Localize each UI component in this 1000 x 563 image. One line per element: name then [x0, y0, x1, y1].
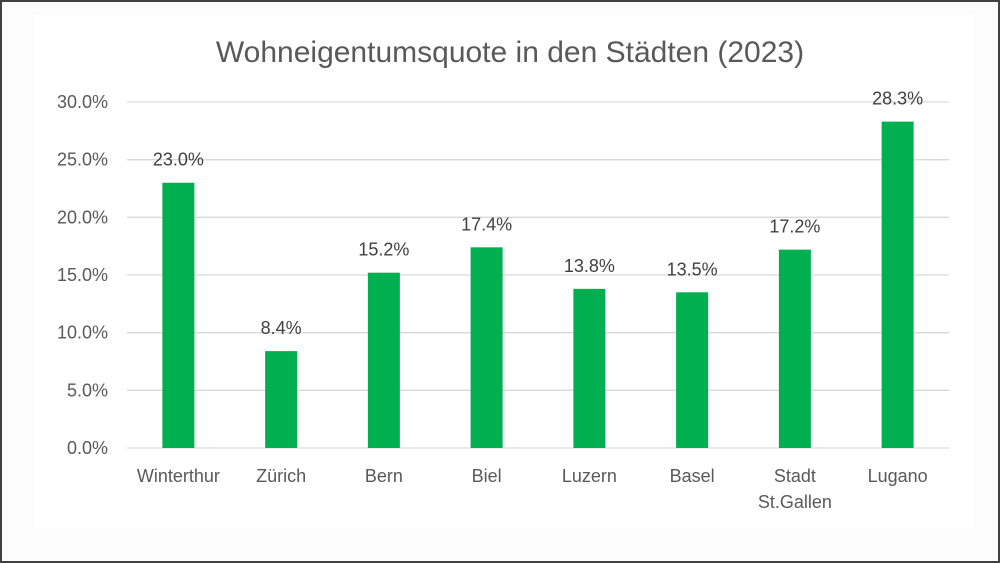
category-label-line: Basel [670, 466, 715, 486]
category-label: Bern [365, 466, 403, 486]
bars [162, 121, 914, 449]
data-labels: 23.0% 8.4% 15.2% 17.4% 13.8% 13.5% 17.2% 28.3% [153, 89, 923, 339]
category-label: Lugano [868, 466, 928, 486]
bar [573, 288, 606, 448]
category-label-line: Luzern [562, 466, 617, 486]
category-label-line: Winterthur [137, 466, 220, 486]
category-label-line: Stadt [774, 466, 816, 486]
y-tick-label: 0.0% [67, 438, 108, 458]
data-label: 17.2% [769, 217, 820, 237]
category-label-line: Biel [472, 466, 502, 486]
x-axis-categories: Winterthur Zürich Bern Biel Luzern Basel Stadt… [137, 466, 928, 512]
category-label: Biel [472, 466, 502, 486]
data-label: 23.0% [153, 150, 204, 170]
category-label: Zürich [256, 466, 306, 486]
y-tick-label: 30.0% [57, 92, 108, 112]
bar [470, 247, 503, 448]
y-tick-label: 25.0% [57, 150, 108, 170]
bar [881, 121, 914, 449]
category-label-line: Bern [365, 466, 403, 486]
data-label: 15.2% [358, 240, 409, 260]
data-label: 17.4% [461, 214, 512, 234]
y-axis-ticks: 0.0% 5.0% 10.0% 15.0% 20.0% 25.0% 30.0% [57, 92, 108, 458]
data-label: 13.8% [564, 256, 615, 276]
y-tick-label: 5.0% [67, 380, 108, 400]
bar [367, 272, 400, 448]
category-label: Stadt St.Gallen [758, 466, 832, 512]
y-tick-label: 15.0% [57, 265, 108, 285]
bar [778, 249, 811, 448]
data-label: 13.5% [667, 259, 718, 279]
category-label: Winterthur [137, 466, 220, 486]
bar [162, 182, 195, 448]
data-label: 8.4% [261, 318, 302, 338]
category-label-line: St.Gallen [758, 492, 832, 512]
data-label: 28.3% [872, 89, 923, 109]
category-label-line: Lugano [868, 466, 928, 486]
bar [676, 292, 709, 448]
y-tick-label: 10.0% [57, 323, 108, 343]
chart-title: Wohneigentumsquote in den Städten (2023) [216, 36, 804, 69]
gridlines [127, 101, 949, 449]
category-label: Luzern [562, 466, 617, 486]
category-label: Basel [670, 466, 715, 486]
category-label-line: Zürich [256, 466, 306, 486]
y-tick-label: 20.0% [57, 207, 108, 227]
bar [265, 351, 298, 448]
